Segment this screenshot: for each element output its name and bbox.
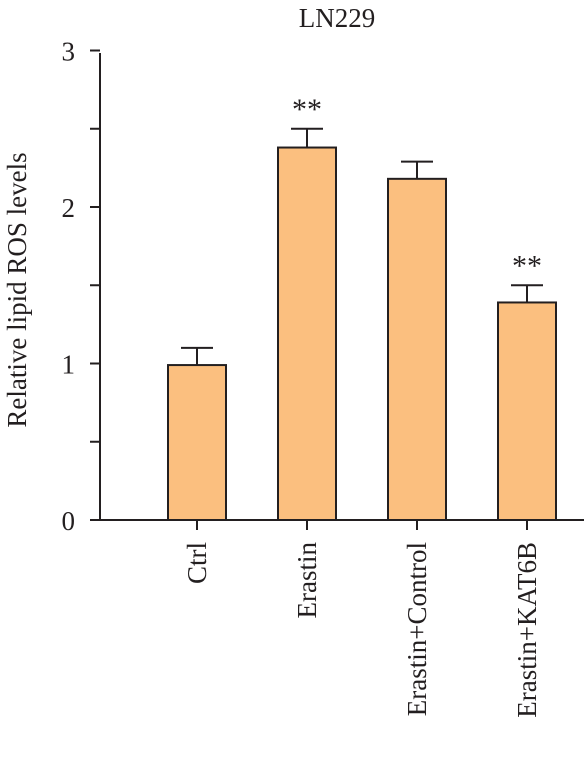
bar-0 bbox=[168, 365, 226, 520]
x-tick-label-2: Erastin+Control bbox=[402, 542, 432, 716]
x-tick-label-1: Erastin bbox=[292, 542, 322, 619]
y-tick-label-1: 1 bbox=[62, 350, 76, 380]
x-axis-ticks: Ctrl Erastin Erastin+Control Erastin+KAT6B bbox=[182, 520, 542, 718]
x-tick-label-3: Erastin+KAT6B bbox=[512, 542, 542, 718]
y-tick-label-0: 0 bbox=[62, 506, 76, 536]
y-axis-label: Relative lipid ROS levels bbox=[2, 152, 32, 427]
chart-title: LN229 bbox=[299, 3, 376, 33]
significance-label-3: ** bbox=[512, 249, 542, 282]
bar-3 bbox=[498, 302, 556, 520]
y-tick-label-3: 3 bbox=[62, 37, 76, 67]
bar-2 bbox=[388, 179, 446, 520]
y-tick-label-2: 2 bbox=[62, 193, 76, 223]
significance-label-1: ** bbox=[292, 93, 322, 126]
bar-1 bbox=[278, 148, 336, 520]
bars: ** ** bbox=[168, 93, 556, 520]
x-tick-label-0: Ctrl bbox=[182, 542, 212, 584]
y-axis-ticks: 01234 bbox=[62, 0, 101, 536]
